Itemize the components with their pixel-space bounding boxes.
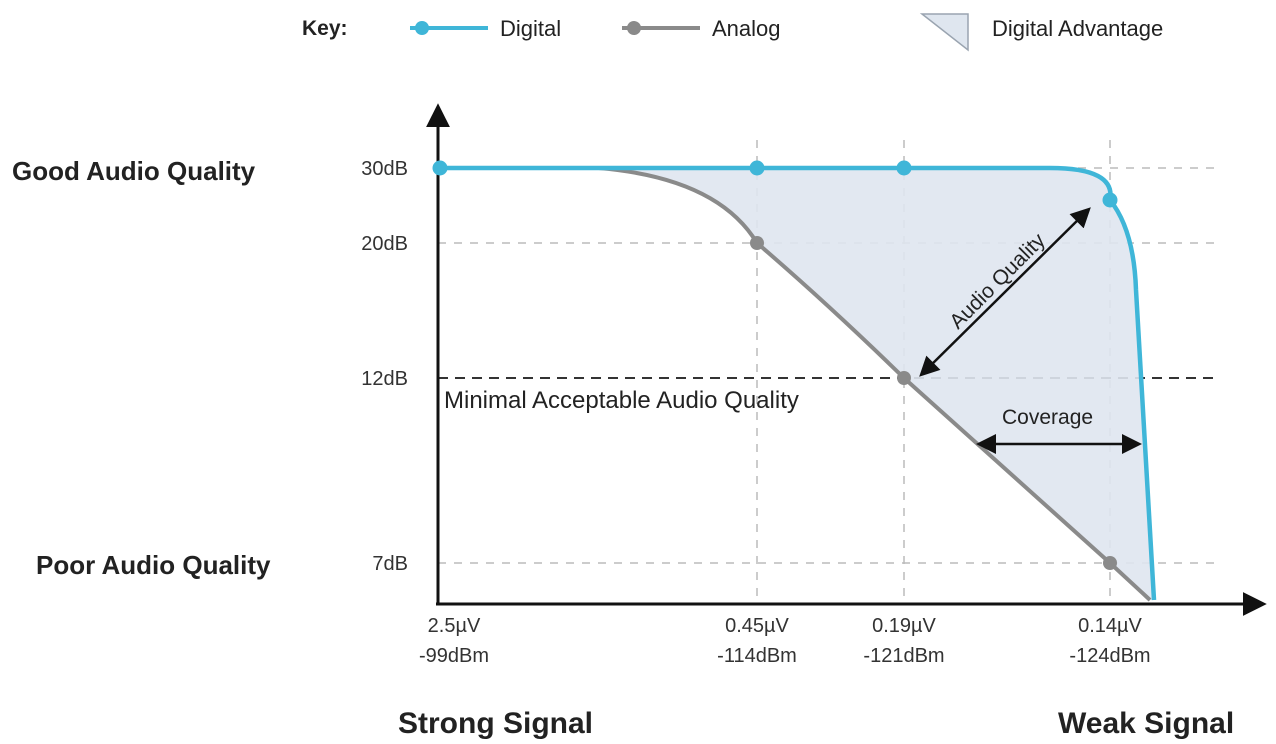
y-tick-label: 7dB (372, 553, 408, 575)
legend-digital-advantage: Digital Advantage (919, 13, 1163, 52)
x-tick-sublabel: -121dBm (863, 645, 944, 667)
legend-analog: Analog (622, 16, 781, 41)
axes (426, 103, 1267, 616)
advantage-fill (598, 168, 1154, 600)
y-tick-label: 12dB (361, 368, 408, 390)
poor-quality-label: Poor Audio Quality (36, 550, 271, 580)
x-tick-sublabel: -114dBm (717, 645, 797, 667)
good-quality-label: Good Audio Quality (12, 156, 256, 186)
y-tick-label: 30dB (361, 158, 408, 180)
legend-analog-marker (627, 21, 641, 35)
coverage-annotation: Coverage (976, 406, 1142, 454)
digital-point (896, 160, 912, 176)
digital-point (1102, 192, 1118, 208)
x-tick-label: 0.19µV (872, 615, 936, 637)
analog-point (1103, 556, 1117, 570)
x-tick-sublabel: -124dBm (1069, 645, 1150, 667)
legend-title: Key: (302, 17, 348, 40)
legend-digital: Digital (410, 16, 561, 41)
legend-digital-label: Digital (500, 16, 561, 41)
legend-digital-marker (415, 21, 429, 35)
x-tick-label: 0.14µV (1078, 615, 1142, 637)
strong-signal-label: Strong Signal (398, 707, 593, 740)
y-ticks: 30dB 20dB 12dB 7dB (361, 158, 408, 575)
legend-analog-label: Analog (712, 16, 781, 41)
analog-point (897, 371, 911, 385)
analog-point (750, 236, 764, 250)
audio-quality-arrow (919, 207, 1091, 377)
x-ticks: 2.5µV -99dBm 0.45µV -114dBm 0.19µV -121dBm 0.1… (419, 615, 1151, 667)
weak-signal-label: Weak Signal (1058, 707, 1234, 740)
digital-point (749, 160, 765, 176)
legend-advantage-label: Digital Advantage (992, 16, 1163, 41)
threshold-label: Minimal Acceptable Audio Quality (444, 387, 799, 414)
y-tick-label: 20dB (361, 233, 408, 255)
series (432, 160, 1157, 602)
x-tick-label: 2.5µV (428, 615, 481, 637)
legend: Key: Digital Analog Digital Advantage (302, 13, 1163, 52)
x-tick-label: 0.45µV (725, 615, 789, 637)
digital-point (432, 160, 448, 176)
coverage-text: Coverage (1002, 406, 1093, 429)
legend-advantage-swatch (919, 13, 969, 52)
digital-advantage-area (598, 168, 1154, 600)
x-tick-sublabel: -99dBm (419, 645, 489, 667)
